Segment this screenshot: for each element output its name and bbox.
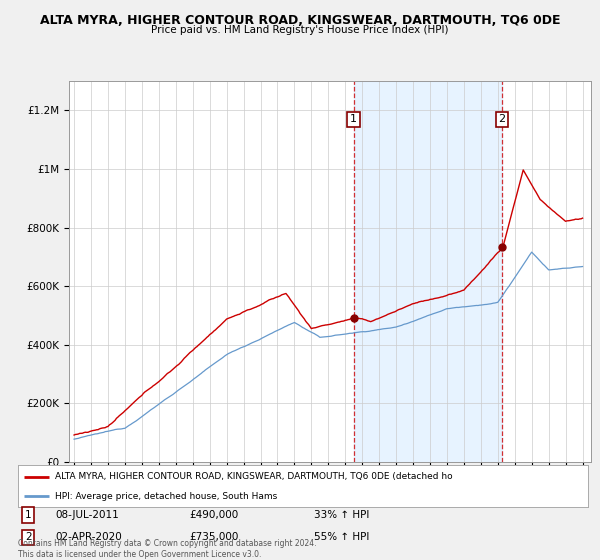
Text: 55% ↑ HPI: 55% ↑ HPI (314, 532, 370, 542)
Text: 1: 1 (350, 114, 357, 124)
Text: 1: 1 (25, 510, 31, 520)
Text: 08-JUL-2011: 08-JUL-2011 (55, 510, 119, 520)
Text: 02-APR-2020: 02-APR-2020 (55, 532, 122, 542)
Text: Contains HM Land Registry data © Crown copyright and database right 2024.
This d: Contains HM Land Registry data © Crown c… (18, 539, 317, 559)
Text: £735,000: £735,000 (189, 532, 238, 542)
Text: 33% ↑ HPI: 33% ↑ HPI (314, 510, 370, 520)
Text: £490,000: £490,000 (189, 510, 238, 520)
Text: 2: 2 (499, 114, 506, 124)
Text: 2: 2 (25, 532, 31, 542)
Text: HPI: Average price, detached house, South Hams: HPI: Average price, detached house, Sout… (55, 492, 277, 501)
Text: ALTA MYRA, HIGHER CONTOUR ROAD, KINGSWEAR, DARTMOUTH, TQ6 0DE: ALTA MYRA, HIGHER CONTOUR ROAD, KINGSWEA… (40, 14, 560, 27)
Bar (354, 81, 502, 462)
Text: ALTA MYRA, HIGHER CONTOUR ROAD, KINGSWEAR, DARTMOUTH, TQ6 0DE (detached ho: ALTA MYRA, HIGHER CONTOUR ROAD, KINGSWEA… (55, 472, 452, 481)
Text: Price paid vs. HM Land Registry's House Price Index (HPI): Price paid vs. HM Land Registry's House … (151, 25, 449, 35)
